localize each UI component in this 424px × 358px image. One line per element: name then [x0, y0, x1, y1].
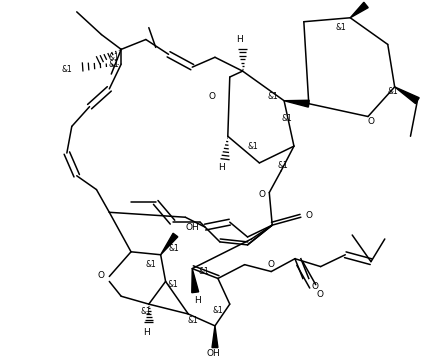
Polygon shape [395, 87, 419, 104]
Polygon shape [284, 100, 309, 107]
Text: &1: &1 [61, 65, 72, 74]
Text: &1: &1 [248, 142, 258, 151]
Text: O: O [268, 260, 275, 269]
Text: O: O [209, 92, 215, 101]
Text: &1: &1 [388, 87, 399, 96]
Text: O: O [98, 271, 105, 280]
Text: &1: &1 [188, 316, 198, 325]
Polygon shape [161, 233, 178, 255]
Text: &1: &1 [109, 60, 119, 69]
Text: &1: &1 [335, 23, 346, 32]
Text: &1: &1 [198, 267, 209, 276]
Text: &1: &1 [281, 114, 292, 123]
Text: H: H [218, 163, 225, 172]
Text: H: H [236, 35, 243, 44]
Polygon shape [212, 326, 218, 348]
Text: H: H [143, 328, 150, 337]
Text: &1: &1 [167, 280, 178, 289]
Text: H: H [194, 296, 201, 305]
Text: OH: OH [206, 349, 220, 358]
Text: &1: &1 [267, 92, 278, 101]
Text: O: O [316, 290, 323, 299]
Text: &1: &1 [169, 244, 179, 253]
Text: OH: OH [185, 223, 199, 232]
Text: &1: &1 [146, 260, 156, 269]
Text: &1: &1 [109, 53, 119, 62]
Text: O: O [305, 211, 312, 220]
Text: O: O [259, 190, 266, 199]
Text: &1: &1 [140, 306, 151, 315]
Text: &1: &1 [277, 161, 288, 170]
Polygon shape [192, 268, 198, 293]
Polygon shape [350, 2, 368, 18]
Text: O: O [368, 117, 374, 126]
Text: O: O [311, 282, 318, 291]
Text: &1: &1 [212, 306, 223, 315]
